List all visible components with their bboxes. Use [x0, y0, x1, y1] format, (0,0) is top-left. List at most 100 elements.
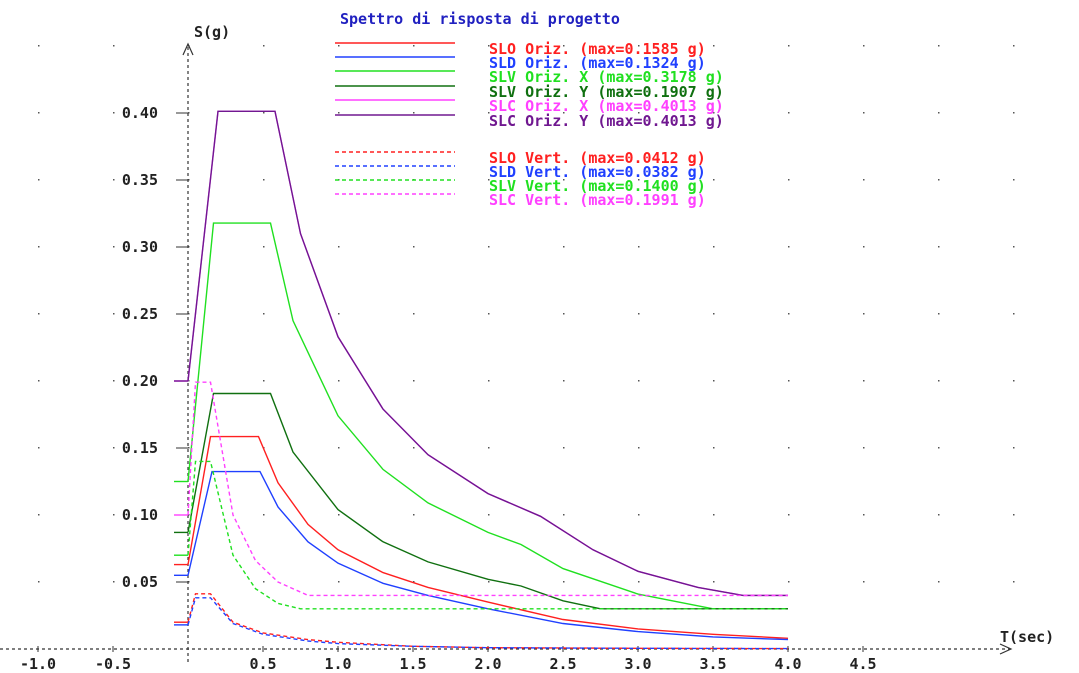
series-line-7 — [187, 593, 789, 650]
grid-dot — [938, 581, 940, 583]
grid-dot — [113, 45, 115, 47]
grid-dot — [188, 246, 190, 248]
y-tick-label: 0.10 — [122, 506, 158, 524]
grid-dot — [338, 45, 340, 47]
x-tick-label: 3.5 — [699, 655, 726, 673]
tick-labels: -1.0 -0.5 0.5 1.0 1.5 2.0 2.5 3.0 3.5 4.0 4.5 0.05 0… — [20, 104, 877, 673]
grid-dot — [113, 447, 115, 449]
legend-entry: SLV Oriz. X (max=0.3178 g) — [489, 68, 724, 86]
grid-dot — [1013, 514, 1015, 516]
grid-dot — [863, 246, 865, 248]
grid-dot — [863, 581, 865, 583]
series-line-3 — [187, 222, 788, 610]
grid-dot — [713, 514, 715, 516]
grid-dot — [188, 179, 190, 181]
grid-dot — [1013, 45, 1015, 47]
grid-dot — [788, 45, 790, 47]
grid-dot — [638, 581, 640, 583]
series-line-1 — [187, 435, 789, 639]
grid-dot — [263, 45, 265, 47]
grid-dot — [788, 447, 790, 449]
grid-dot — [38, 313, 40, 315]
grid-dot — [113, 112, 115, 114]
grid-dot — [788, 581, 790, 583]
grid-dot — [263, 380, 265, 382]
grid-dot — [188, 514, 190, 516]
grid-dot — [863, 447, 865, 449]
grid-dot — [713, 112, 715, 114]
axes — [0, 42, 1013, 662]
legend-entry: SLD Oriz. (max=0.1324 g) — [489, 54, 706, 72]
grid-dot — [488, 581, 490, 583]
grid-dot — [863, 313, 865, 315]
grid-dot — [563, 313, 565, 315]
grid-dot — [1013, 112, 1015, 114]
grid-dot — [263, 581, 265, 583]
grid-dot — [188, 447, 190, 449]
grid-dot — [638, 447, 640, 449]
grid-dot — [638, 45, 640, 47]
grid-dot — [938, 246, 940, 248]
grid-dot — [563, 514, 565, 516]
grid-dot — [338, 313, 340, 315]
grid-dot — [188, 581, 190, 583]
grid-dot — [338, 112, 340, 114]
x-axis-arrow — [999, 643, 1013, 655]
grid-dot — [338, 246, 340, 248]
y-tick-label: 0.15 — [122, 439, 158, 457]
grid-dot — [1013, 246, 1015, 248]
grid-dot — [563, 380, 565, 382]
legend-entry: SLO Vert. (max=0.0412 g) — [489, 149, 706, 167]
grid-dot — [338, 380, 340, 382]
grid-dot — [938, 380, 940, 382]
legend-entry: SLV Oriz. Y (max=0.1907 g) — [489, 83, 724, 101]
grid-dot — [413, 447, 415, 449]
grid-dot — [488, 179, 490, 181]
grid-dot — [788, 112, 790, 114]
grid-dot — [113, 514, 115, 516]
grid-dot — [1013, 179, 1015, 181]
grid-dot — [713, 45, 715, 47]
grid-dot — [1013, 447, 1015, 449]
grid-dot — [638, 246, 640, 248]
x-tick-label: 3.0 — [624, 655, 651, 673]
grid-dot — [638, 313, 640, 315]
grid-dot — [113, 313, 115, 315]
y-tick-label: 0.25 — [122, 305, 158, 323]
grid-dot — [38, 45, 40, 47]
x-tick-label: 4.5 — [849, 655, 876, 673]
grid-dot — [263, 514, 265, 516]
grid-dot — [38, 514, 40, 516]
y-tick-label: 0.30 — [122, 238, 158, 256]
grid-dot — [713, 581, 715, 583]
x-tick-label: -1.0 — [20, 655, 56, 673]
grid-dot — [788, 246, 790, 248]
series-line-2 — [187, 470, 789, 641]
grid-dot — [113, 179, 115, 181]
grid-dot — [563, 45, 565, 47]
grid-dot — [413, 112, 415, 114]
grid-dot — [863, 179, 865, 181]
grid-dot — [938, 112, 940, 114]
x-tick-label: 4.0 — [774, 655, 801, 673]
grid-dot — [713, 380, 715, 382]
grid-dot — [713, 246, 715, 248]
grid-dot — [563, 246, 565, 248]
series-line-9 — [187, 460, 788, 610]
x-axis-label: T(sec) — [1000, 628, 1054, 646]
grid-dot — [638, 380, 640, 382]
grid-dot — [1013, 380, 1015, 382]
grid-dot — [863, 514, 865, 516]
grid-dot — [488, 380, 490, 382]
grid-dot — [38, 380, 40, 382]
grid-dot — [938, 447, 940, 449]
grid-dot — [863, 112, 865, 114]
grid-dot — [263, 313, 265, 315]
grid-dot — [788, 313, 790, 315]
grid-dot — [1013, 313, 1015, 315]
grid-dot — [263, 179, 265, 181]
grid-dot — [413, 514, 415, 516]
grid-dot — [488, 447, 490, 449]
dot-grid — [38, 45, 1015, 583]
